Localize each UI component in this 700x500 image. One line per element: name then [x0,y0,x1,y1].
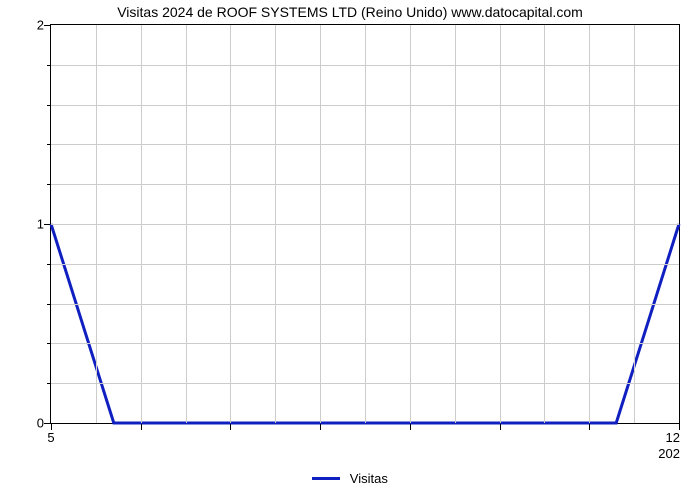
x-axis-tick [320,424,321,430]
y-axis-minor-tick [47,264,50,265]
y-axis-label: 0 [30,416,44,431]
x-axis-tick [589,424,590,430]
horizontal-gridline [51,184,679,185]
x-axis-tick [410,424,411,430]
y-axis-label: 1 [30,217,44,232]
horizontal-gridline [51,264,679,265]
legend: Visitas [0,470,700,486]
y-axis-minor-tick [47,383,50,384]
horizontal-gridline [51,105,679,106]
chart-container: Visitas 2024 de ROOF SYSTEMS LTD (Reino … [0,0,700,500]
horizontal-gridline [51,304,679,305]
horizontal-gridline [51,343,679,344]
x-axis-label-left: 5 [47,430,54,445]
y-axis-minor-tick [47,65,50,66]
horizontal-gridline [51,65,679,66]
horizontal-gridline [51,383,679,384]
x-axis-tick [500,424,501,430]
y-axis-minor-tick [47,304,50,305]
y-axis-tick [44,224,50,225]
x-axis-tick [230,424,231,430]
legend-swatch [312,477,340,480]
y-axis-tick [44,25,50,26]
x-axis-label-right-2: 202 [658,446,680,461]
y-axis-tick [44,423,50,424]
y-axis-minor-tick [47,144,50,145]
horizontal-gridline [51,144,679,145]
x-axis-label-right: 12 [666,430,680,445]
plot-area [50,24,680,424]
y-axis-minor-tick [47,105,50,106]
y-axis-label: 2 [30,18,44,33]
horizontal-gridline [51,224,679,225]
y-axis-minor-tick [47,184,50,185]
y-axis-minor-tick [47,343,50,344]
legend-label: Visitas [350,471,388,486]
x-axis-tick [141,424,142,430]
chart-title: Visitas 2024 de ROOF SYSTEMS LTD (Reino … [0,4,700,20]
